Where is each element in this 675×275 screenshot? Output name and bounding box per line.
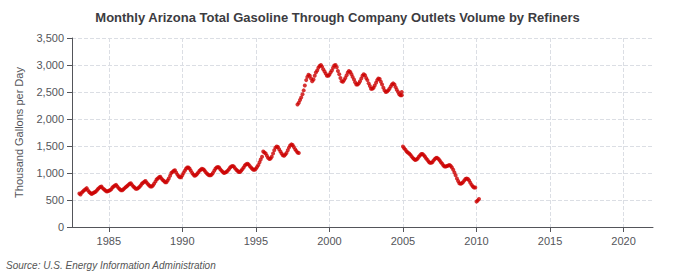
svg-text:Source: U.S. Energy Informatio: Source: U.S. Energy Information Administ… (6, 260, 216, 271)
svg-text:2005: 2005 (391, 235, 415, 247)
svg-text:1995: 1995 (244, 235, 268, 247)
svg-text:2000: 2000 (317, 235, 341, 247)
svg-text:3,500: 3,500 (36, 32, 64, 44)
svg-text:2,500: 2,500 (36, 86, 64, 98)
svg-text:Thousand Gallons per Day: Thousand Gallons per Day (13, 67, 25, 198)
svg-text:500: 500 (46, 194, 64, 206)
svg-text:Monthly Arizona Total Gasoline: Monthly Arizona Total Gasoline Through C… (95, 10, 579, 25)
svg-text:2,000: 2,000 (36, 113, 64, 125)
svg-text:2015: 2015 (538, 235, 562, 247)
svg-text:2020: 2020 (611, 235, 635, 247)
svg-text:1990: 1990 (170, 235, 194, 247)
svg-text:2010: 2010 (464, 235, 488, 247)
svg-text:0: 0 (58, 221, 64, 233)
svg-text:3,000: 3,000 (36, 59, 64, 71)
svg-text:1985: 1985 (97, 235, 121, 247)
svg-text:1,000: 1,000 (36, 167, 64, 179)
svg-text:1,500: 1,500 (36, 140, 64, 152)
